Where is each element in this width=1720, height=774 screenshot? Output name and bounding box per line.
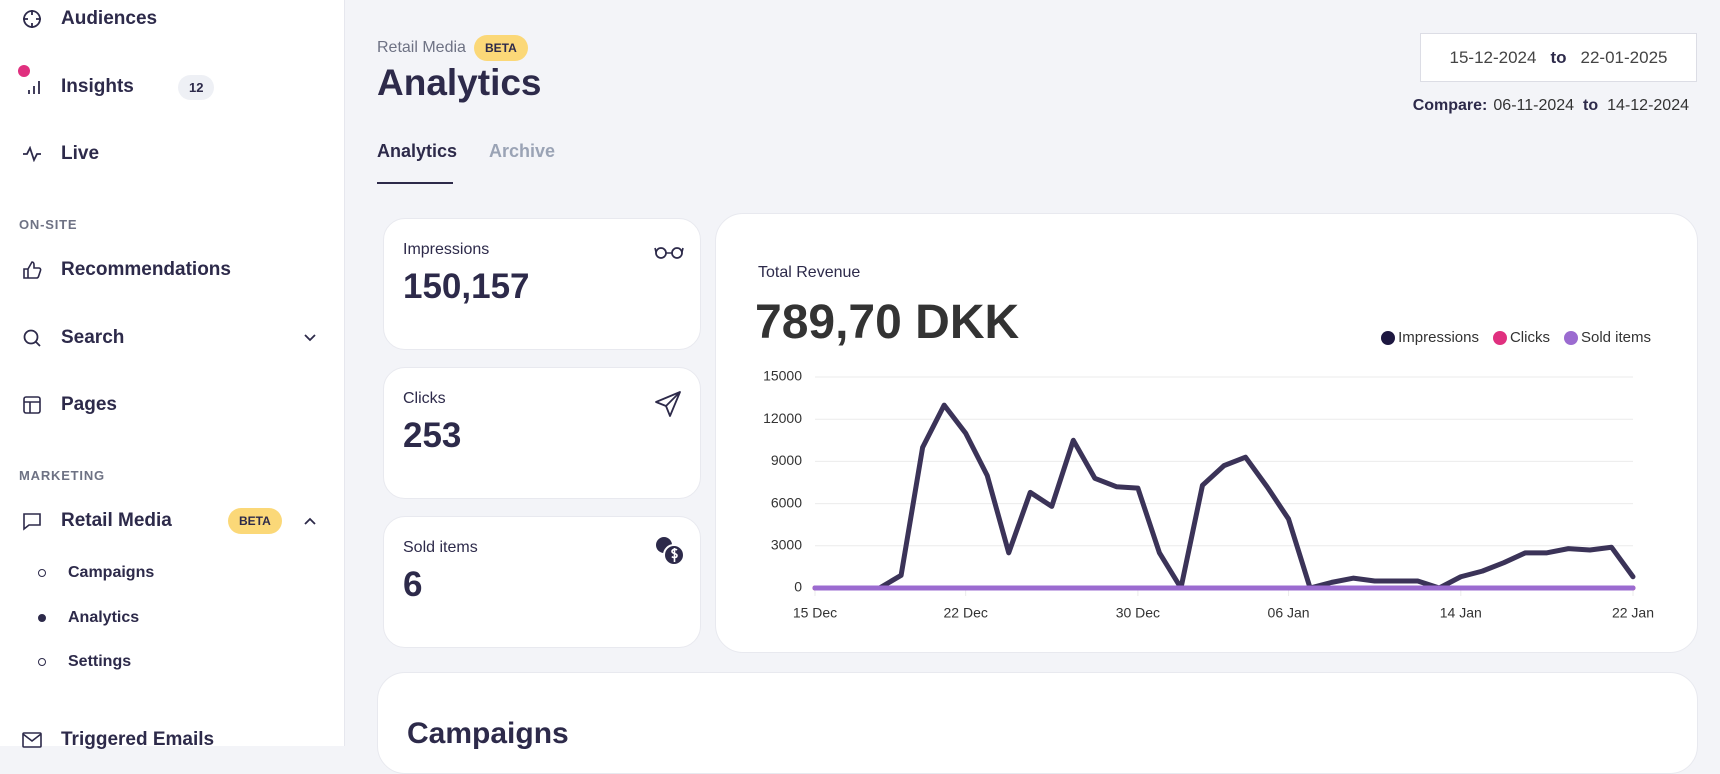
legend-label: Impressions	[1398, 329, 1479, 346]
tab[interactable]: Archive	[489, 141, 556, 161]
send-icon	[655, 391, 681, 417]
page-title: Analytics	[377, 62, 542, 103]
kpi-card: Clicks 253	[383, 367, 701, 499]
x-tick-label: 15 Dec	[793, 605, 837, 621]
bullet	[38, 658, 46, 666]
currency-icon	[656, 537, 685, 566]
nav-item[interactable]: Audiences	[61, 8, 158, 29]
tab-active[interactable]: Analytics	[377, 141, 458, 161]
series-line	[812, 402, 1636, 591]
x-tick-label: 22 Jan	[1612, 605, 1654, 621]
compare-to: 14-12-2024	[1607, 97, 1689, 114]
recommendations-icon	[23, 261, 42, 279]
nav-item[interactable]: Search	[61, 327, 125, 348]
y-tick-label: 6000	[771, 494, 802, 510]
chart-card: Total Revenue 789,70 DKK Impressions Clic…	[715, 213, 1698, 653]
x-tick-label: 30 Dec	[1116, 605, 1160, 621]
section-title: ON-SITE	[19, 217, 78, 232]
kpi-label: Clicks	[403, 390, 446, 407]
pages-icon	[23, 396, 41, 414]
search-icon	[23, 329, 41, 347]
nav-item[interactable]: Recommendations	[61, 259, 231, 280]
date-joiner: to	[1550, 47, 1567, 67]
tab-underline	[377, 182, 453, 184]
nav-item[interactable]: Insights	[61, 76, 134, 97]
kpi-value: 253	[403, 416, 462, 455]
nav-item[interactable]: Retail Media	[61, 510, 172, 531]
section-title: MARKETING	[19, 468, 105, 483]
legend-swatch	[1492, 330, 1507, 345]
compare-joiner: to	[1583, 97, 1599, 114]
date-to: 22-01-2025	[1580, 47, 1668, 67]
bullet	[38, 569, 46, 577]
compare-range: Compare: 06-11-2024 to 14-12-2024	[1413, 97, 1689, 115]
kpi-label: Impressions	[403, 241, 490, 258]
x-tick-label: 14 Jan	[1440, 605, 1482, 621]
kpi-value: 150,157	[403, 267, 530, 306]
breadcrumb[interactable]: Retail Media	[377, 39, 466, 56]
beta-badge: BETA	[474, 35, 528, 61]
revenue-value: 789,70 DKK	[755, 296, 1020, 349]
sub-nav-item[interactable]: Settings	[68, 653, 132, 670]
glasses-icon	[654, 247, 684, 259]
kpi-label: Sold items	[403, 539, 478, 556]
chart: 0 3000 6000 9000 12000 15000 15 Dec 22 Dec 30 De…	[763, 368, 1654, 621]
bullet-active	[38, 614, 46, 622]
y-tick-label: 12000	[763, 410, 802, 426]
y-tick-label: 3000	[771, 537, 802, 553]
kpi-card: Sold items 6	[383, 516, 701, 648]
nav-badge: 12	[178, 75, 215, 100]
audiences-icon	[23, 10, 41, 28]
compare-from: 06-11-2024	[1493, 97, 1575, 114]
legend-item[interactable]: Clicks	[1492, 329, 1550, 346]
chart-label: Total Revenue	[758, 264, 861, 281]
kpi-card: Impressions 150,157	[383, 218, 701, 350]
campaigns-title: Campaigns	[407, 717, 569, 750]
nav-item[interactable]: Pages	[61, 394, 117, 415]
live-icon	[23, 146, 41, 162]
retail-media-icon	[23, 513, 41, 531]
sub-nav-item[interactable]: Campaigns	[68, 564, 155, 581]
kpi-value: 6	[403, 565, 423, 604]
date-range-picker[interactable]: 15-12-2024 to 22-01-2025	[1420, 33, 1697, 82]
nav-item[interactable]: Triggered Emails	[61, 729, 215, 750]
insights-icon	[28, 81, 40, 94]
legend-item[interactable]: Impressions	[1381, 329, 1479, 346]
sidebar: Audiences Insights 12 Live ON-SITE Recom…	[0, 0, 345, 750]
campaigns-card: Campaigns	[377, 672, 1698, 774]
x-tick-label: 22 Dec	[944, 605, 988, 621]
legend-item[interactable]: Sold items	[1563, 329, 1651, 346]
legend-label: Clicks	[1509, 329, 1550, 346]
date-from: 15-12-2024	[1449, 47, 1537, 67]
x-tick-label: 06 Jan	[1268, 605, 1310, 621]
legend-label: Sold items	[1580, 329, 1651, 346]
legend-swatch	[1563, 330, 1578, 345]
chevron-down[interactable]	[303, 333, 317, 343]
nav-item[interactable]: Live	[61, 143, 100, 164]
y-tick-label: 15000	[763, 368, 802, 384]
y-tick-label: 9000	[771, 452, 802, 468]
legend: Impressions Clicks Sold items	[1381, 329, 1651, 346]
y-tick-label: 0	[794, 579, 802, 595]
chevron-up[interactable]	[303, 516, 317, 526]
beta-badge: BETA	[228, 508, 282, 534]
sub-nav-item[interactable]: Analytics	[68, 609, 140, 626]
notification-dot	[18, 65, 30, 77]
legend-swatch	[1381, 330, 1396, 345]
compare-label: Compare:	[1412, 97, 1488, 114]
